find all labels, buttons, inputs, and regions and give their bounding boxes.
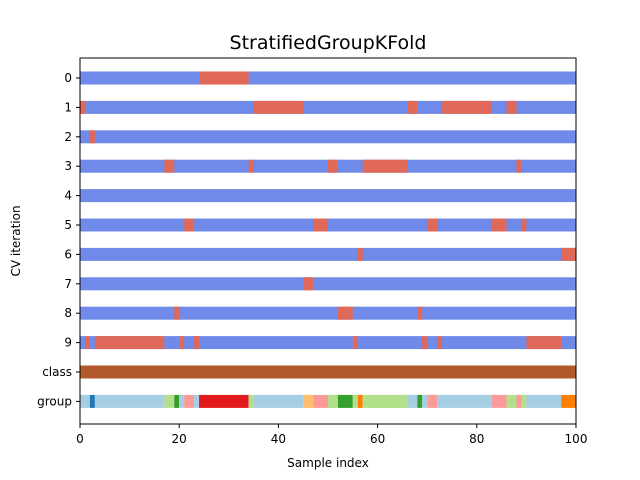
test-bar-6-0 [357, 247, 363, 261]
y-tick-label: 5 [64, 218, 72, 232]
test-bar-8-1 [337, 306, 353, 320]
test-bar-9-3 [194, 336, 200, 350]
group-bar-0 [80, 394, 90, 408]
train-bar-6 [80, 247, 576, 261]
train-bar-4 [80, 189, 576, 203]
test-bar-9-5 [422, 336, 428, 350]
group-bar-28 [561, 394, 576, 408]
group-bar-10 [253, 394, 304, 408]
y-tick-label: 4 [64, 189, 72, 203]
y-tick-label: 8 [64, 306, 72, 320]
train-bar-1 [80, 100, 576, 114]
test-bar-5-1 [313, 218, 328, 232]
y-tick-label: 7 [64, 277, 72, 291]
y-tick-label: group [37, 394, 72, 408]
test-bar-9-2 [179, 336, 185, 350]
x-tick-label: 80 [469, 432, 484, 446]
group-bar-21 [427, 394, 438, 408]
x-tick-label: 0 [76, 432, 84, 446]
group-bar-12 [313, 394, 328, 408]
test-bar-9-4 [352, 336, 358, 350]
test-bar-7-0 [303, 277, 314, 291]
group-bar-4 [174, 394, 180, 408]
group-bar-20 [422, 394, 428, 408]
test-bar-8-0 [174, 306, 180, 320]
test-bar-3-3 [362, 159, 408, 173]
test-bar-0-0 [199, 71, 249, 85]
test-bar-9-1 [94, 336, 165, 350]
group-bar-2 [94, 394, 165, 408]
group-bar-9 [248, 394, 254, 408]
bars-layer [80, 71, 576, 408]
test-bar-3-1 [248, 159, 254, 173]
group-bar-5 [179, 394, 185, 408]
x-tick-label: 60 [370, 432, 385, 446]
group-bar-15 [352, 394, 358, 408]
y-ticks: 0 1 2 3 4 5 6 7 8 9 class group [37, 71, 80, 408]
test-bar-3-4 [516, 159, 522, 173]
test-bar-9-7 [526, 336, 562, 350]
group-bar-6 [184, 394, 195, 408]
group-bar-3 [164, 394, 175, 408]
test-bar-1-2 [407, 100, 418, 114]
group-bar-1 [89, 394, 95, 408]
group-bar-16 [357, 394, 363, 408]
y-tick-label: 3 [64, 159, 72, 173]
y-tick-label: 2 [64, 130, 72, 144]
test-bar-5-4 [521, 218, 527, 232]
y-axis-label: CV iteration [9, 205, 23, 276]
train-bar-8 [80, 306, 576, 320]
x-axis-label: Sample index [287, 456, 369, 470]
test-bar-6-1 [561, 247, 576, 261]
test-bar-9-6 [437, 336, 443, 350]
x-tick-label: 40 [271, 432, 286, 446]
group-bar-22 [437, 394, 492, 408]
group-bar-17 [362, 394, 408, 408]
test-bar-8-2 [417, 306, 423, 320]
group-bar-18 [407, 394, 418, 408]
train-bar-2 [80, 130, 576, 144]
train-bar-7 [80, 277, 576, 291]
group-bar-23 [491, 394, 507, 408]
y-tick-label: 1 [64, 100, 72, 114]
y-tick-label: 6 [64, 247, 72, 261]
test-bar-5-0 [184, 218, 195, 232]
group-bar-26 [521, 394, 527, 408]
plot-frame [79, 57, 577, 425]
test-bar-1-1 [253, 100, 304, 114]
train-bar-9 [80, 336, 576, 350]
test-bar-5-2 [427, 218, 438, 232]
x-tick-label: 20 [172, 432, 187, 446]
group-bar-24 [506, 394, 517, 408]
test-bar-5-3 [491, 218, 507, 232]
group-bar-27 [526, 394, 562, 408]
group-bar-7 [194, 394, 200, 408]
chart-title: StratifiedGroupKFold [230, 32, 427, 54]
test-bar-1-4 [506, 100, 517, 114]
train-bar-0 [80, 71, 576, 85]
group-bar-13 [328, 394, 338, 408]
test-bar-3-0 [164, 159, 175, 173]
x-ticks: 0 20 40 60 80 100 [76, 424, 587, 446]
test-bar-9-0 [84, 336, 90, 350]
group-bar-19 [417, 394, 423, 408]
y-tick-label: class [42, 365, 72, 379]
class-bar [80, 365, 576, 379]
test-bar-1-3 [442, 100, 492, 114]
test-bar-1-0 [80, 100, 85, 114]
x-tick-label: 100 [565, 432, 588, 446]
y-tick-label: 9 [64, 336, 72, 350]
group-bar-11 [303, 394, 314, 408]
y-tick-label: 0 [64, 71, 72, 85]
group-bar-25 [516, 394, 522, 408]
group-bar-8 [199, 394, 249, 408]
test-bar-3-2 [328, 159, 338, 173]
test-bar-2-0 [89, 130, 95, 144]
group-bar-14 [337, 394, 353, 408]
